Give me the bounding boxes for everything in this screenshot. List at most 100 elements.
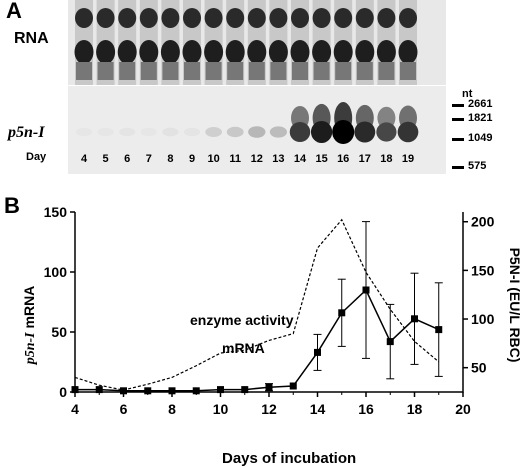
day-number-7: 7 [145, 153, 152, 165]
blot-lane-14 [289, 106, 311, 142]
mrna-point-4 [71, 386, 79, 394]
x-tick-label-4: 4 [71, 401, 79, 417]
blot-lane-8 [162, 127, 179, 137]
rna-lane-7 [139, 0, 159, 85]
day-number-18: 18 [380, 153, 393, 165]
day-number-10: 10 [207, 153, 220, 165]
rna-lane-9 [182, 0, 202, 85]
mrna-point-9 [192, 387, 200, 395]
x-tick-label-20: 20 [455, 401, 471, 417]
enzyme-activity-annotation: enzyme activity [190, 312, 294, 328]
y-right-tick-label-50: 50 [471, 360, 487, 376]
y-right-tick-label-200: 200 [471, 214, 495, 230]
y-axis-left-suffix: mRNA [21, 286, 37, 333]
chart-axes [74, 212, 464, 393]
marker-1821: 1821 [468, 112, 493, 124]
x-tick-label-6: 6 [120, 401, 128, 417]
x-tick-label-16: 16 [358, 401, 374, 417]
northern-blot-image [68, 86, 446, 174]
day-number-5: 5 [102, 153, 109, 165]
rna-lane-14 [290, 0, 310, 85]
mrna-point-18 [411, 315, 418, 323]
rna-lane-4 [74, 0, 94, 85]
rna-lane-6 [117, 0, 137, 85]
blot-lane-5 [97, 127, 114, 137]
mrna-point-15 [338, 309, 346, 317]
day-number-9: 9 [188, 153, 196, 165]
rna-lane-8 [160, 0, 180, 85]
mrna-point-7 [144, 387, 152, 395]
x-tick-label-14: 14 [310, 401, 326, 417]
rna-lane-11 [225, 0, 245, 85]
blot-lane-15 [310, 103, 333, 144]
y-left-tick-label-150: 150 [44, 204, 68, 220]
rna-label: RNA [14, 30, 49, 47]
marker-tick-2661 [452, 104, 464, 107]
mrna-line [75, 288, 440, 392]
mrna-point-13 [289, 382, 297, 390]
rna-gel-bands [74, 0, 418, 85]
day-number-14: 14 [293, 153, 307, 165]
rna-gel-image [68, 0, 446, 85]
day-number-8: 8 [167, 153, 174, 165]
mrna-point-11 [241, 386, 249, 394]
rna-lane-18 [376, 0, 396, 85]
rna-lane-19 [398, 0, 418, 85]
panel-a: A RNA p5n-I Day 4 5 6 7 8 9 10 11 12 13 14 15 16 17 18… [0, 0, 520, 185]
blot-lane-11 [226, 126, 244, 138]
mrna-point-17 [386, 338, 394, 346]
marker-1049: 1049 [468, 132, 493, 144]
blot-lane-19 [397, 105, 419, 143]
rna-lane-17 [355, 0, 375, 85]
y-left-tick-label-0: 0 [59, 384, 67, 400]
x-axis-label: Days of incubation [222, 450, 356, 467]
marker-575: 575 [468, 160, 487, 172]
day-number-11: 11 [229, 153, 241, 165]
panel-b-letter: B [4, 193, 20, 218]
blot-lane-9 [183, 127, 201, 137]
day-number-17: 17 [358, 153, 371, 165]
marker-2661: 2661 [468, 98, 493, 110]
chart-series [71, 218, 443, 395]
northern-blot-bands [75, 102, 419, 144]
mrna-point-16 [362, 286, 370, 294]
blot-lane-18 [376, 106, 397, 142]
blot-lane-4 [75, 127, 93, 137]
day-number-15: 15 [315, 153, 328, 165]
x-tick-label-18: 18 [407, 401, 423, 417]
rna-lane-10 [204, 0, 224, 85]
blot-lane-12 [248, 126, 266, 138]
marker-tick-1821 [452, 118, 464, 121]
enzyme-activity-line [74, 218, 440, 391]
y-axis-left-gene: p5n-I [23, 332, 38, 365]
blot-lane-17 [354, 104, 376, 143]
y-right-tick-label-150: 150 [471, 262, 495, 278]
blot-lane-13 [269, 126, 287, 138]
mrna-point-12 [265, 383, 273, 391]
blot-lane-6 [119, 127, 136, 137]
mrna-point-5 [95, 386, 103, 394]
rna-lane-13 [268, 0, 288, 85]
axes-frame [74, 212, 464, 393]
day-number-16: 16 [337, 153, 350, 165]
x-tick-label-12: 12 [261, 401, 277, 417]
x-tick-label-8: 8 [168, 401, 176, 417]
nt-unit-label: nt [462, 88, 473, 100]
mrna-point-8 [168, 387, 176, 395]
p5n-i-gene-label: p5n-I [8, 124, 45, 141]
y-left-tick-label-50: 50 [51, 324, 67, 340]
rna-lane-5 [96, 0, 116, 85]
y-right-tick-label-100: 100 [471, 311, 495, 327]
blot-lane-10 [205, 127, 222, 137]
day-number-12: 12 [250, 153, 263, 165]
y-axis-right-label: P5N-I (EU/L RBC) [507, 248, 520, 363]
mrna-point-14 [314, 348, 321, 356]
day-label: Day [26, 151, 47, 163]
mrna-point-19 [435, 326, 443, 334]
mrna-annotation: mRNA [222, 340, 265, 356]
y-left-tick-label-100: 100 [44, 264, 68, 280]
day-number-6: 6 [124, 153, 131, 165]
day-number-4: 4 [80, 153, 88, 165]
